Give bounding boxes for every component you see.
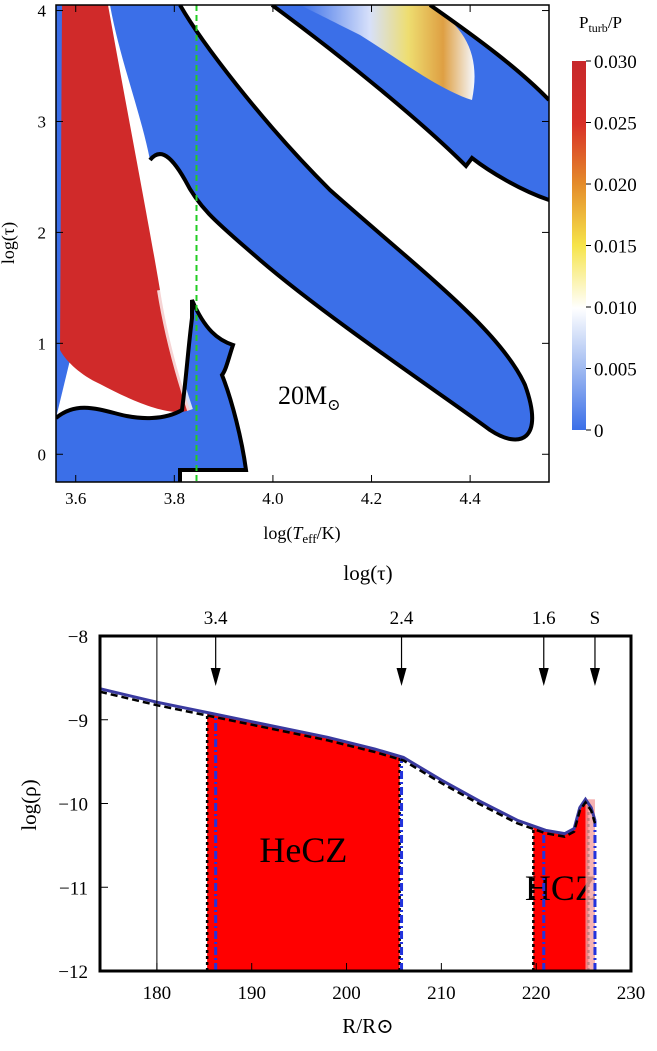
top-ytick-label: 2 xyxy=(38,223,47,242)
bottom-density-panel: log(τ) HeCZ HCZ 3.4 2.4 1.6 S 180 190 200 210 22… xyxy=(17,561,645,1038)
region-hecz xyxy=(207,712,400,971)
top-xlabel: log(Teff/K) xyxy=(263,523,340,546)
marker-arrow-head xyxy=(538,668,549,686)
top-xtick-label: 3.6 xyxy=(65,489,86,508)
marker-arrow-head xyxy=(396,668,407,686)
colorbar-tick-label: 0.025 xyxy=(594,114,637,135)
bottom-xtick-label: 210 xyxy=(427,983,456,1004)
outline-diagonal-band xyxy=(148,5,535,442)
blue-upper-band xyxy=(272,5,549,200)
outline-upper-band-top xyxy=(428,5,549,102)
top-markers: 3.4 2.4 1.6 S xyxy=(204,608,600,686)
top-xtick-label: 4.0 xyxy=(262,489,283,508)
outline-upper-band xyxy=(270,5,549,202)
top-ytick-label: 4 xyxy=(38,2,47,21)
red-edge-white xyxy=(157,289,193,411)
top-ytick-label: 0 xyxy=(38,445,47,464)
top-ytick-label: 1 xyxy=(38,334,47,353)
bottom-axis-ticks: 180 190 200 210 220 230 −8 −9 −10 −11 −12 xyxy=(58,627,645,1004)
marker-arrow-head xyxy=(210,668,221,686)
bottom-ytick-label: −10 xyxy=(58,795,88,816)
bottom-xtick-label: 200 xyxy=(332,983,361,1004)
colorbar-tick-label: 0.015 xyxy=(594,237,637,258)
blue-region-lower xyxy=(56,300,246,482)
marker-label: S xyxy=(590,608,601,629)
mass-annotation: 20M⊙ xyxy=(278,381,341,414)
top-heatmap-panel: 20M⊙ 3.6 3.8 4.0 4.2 4.4 0 1 2 3 4 log(Teff/K) lo… xyxy=(0,2,550,546)
density-curve-solid xyxy=(100,687,597,836)
red-region xyxy=(60,5,190,412)
colorbar-title: Pturb/P xyxy=(579,13,622,35)
top-xtick-label: 3.8 xyxy=(164,489,185,508)
marker-arrow-head xyxy=(589,668,600,686)
bottom-ytick-label: −12 xyxy=(58,962,88,983)
sun-symbol: ⊙ xyxy=(327,397,340,414)
marker-label: 1.6 xyxy=(532,608,556,629)
top-axis-ticks: 3.6 3.8 4.0 4.2 4.4 0 1 2 3 4 xyxy=(38,2,549,508)
bottom-xtick-label: 190 xyxy=(237,983,266,1004)
bottom-title: log(τ) xyxy=(343,561,392,585)
colorbar-tick-label: 0.030 xyxy=(594,52,637,73)
colorbar-tick-label: 0.020 xyxy=(594,175,637,196)
bottom-xtick-label: 220 xyxy=(522,983,551,1004)
top-plot-frame xyxy=(55,4,550,483)
bottom-ytick-label: −11 xyxy=(59,878,88,899)
hcz-pink-strip xyxy=(585,799,595,971)
top-ylabel: log(τ) xyxy=(0,222,19,264)
hot-spot xyxy=(300,5,475,100)
top-xtick-label: 4.4 xyxy=(459,489,481,508)
top-ytick-label: 3 xyxy=(38,112,47,131)
colorbar-gradient xyxy=(572,61,586,430)
bottom-ylabel: log(ρ) xyxy=(17,779,41,830)
density-curves xyxy=(100,687,597,838)
colorbar: Pturb/P 0.030 0.025 0.020 0.015 0.010 0.005 0 xyxy=(572,13,637,442)
region-hcz xyxy=(533,800,589,971)
region-label-hecz: HeCZ xyxy=(259,830,347,870)
convective-regions: HeCZ HCZ xyxy=(205,712,597,971)
outline-lower-blue xyxy=(56,299,249,482)
bottom-plot-content: HeCZ HCZ xyxy=(100,687,597,971)
bottom-ytick-label: −8 xyxy=(68,627,88,648)
bottom-xtick-label: 230 xyxy=(617,983,646,1004)
top-heatmap-regions xyxy=(56,5,549,482)
marker-label: 2.4 xyxy=(390,608,414,629)
density-curve-dashed xyxy=(100,690,597,838)
colorbar-tick-label: 0 xyxy=(594,421,604,442)
colorbar-ticks: 0.030 0.025 0.020 0.015 0.010 0.005 0 xyxy=(586,52,637,442)
bottom-xtick-label: 180 xyxy=(143,983,172,1004)
region-label-hcz: HCZ xyxy=(525,868,597,908)
bottom-ytick-label: −9 xyxy=(68,711,88,732)
colorbar-tick-label: 0.005 xyxy=(594,360,637,381)
marker-label: 3.4 xyxy=(204,608,228,629)
bottom-xlabel: R/R⊙ xyxy=(342,1014,393,1038)
blue-diagonal-band xyxy=(110,5,533,440)
top-xtick-label: 4.2 xyxy=(361,489,382,508)
colorbar-tick-label: 0.010 xyxy=(594,298,637,319)
